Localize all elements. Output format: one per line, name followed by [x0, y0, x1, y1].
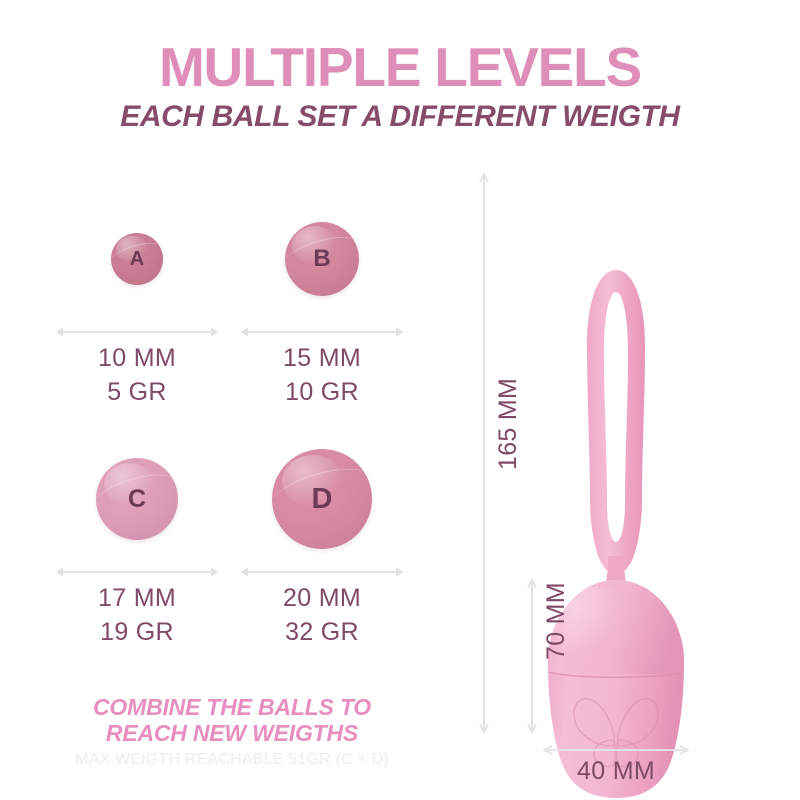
dimension-line — [62, 571, 212, 573]
dimension-arrow-c — [52, 565, 222, 579]
dimension-arrow-b — [237, 325, 407, 339]
ball-size-d: 20 MM — [283, 584, 361, 612]
arrow-left-icon — [56, 327, 63, 337]
height-label-165mm: 165 MM — [494, 377, 522, 470]
ball-weight-d: 32 GR — [285, 618, 359, 646]
ball-sphere-c: C — [87, 458, 187, 540]
product-illustration-area: 165 MM 70 MM 40 MM — [440, 150, 800, 800]
ball-letter-a: A — [129, 248, 145, 270]
ball-item-a: A 10 MM 5 GR — [52, 205, 222, 407]
width-label-40mm: 40 MM — [577, 757, 655, 785]
ball-weight-b: 10 GR — [285, 378, 359, 406]
page-subtitle: EACH BALL SET A DIFFERENT WEIGTH — [120, 100, 680, 133]
arrow-right-icon — [396, 327, 403, 337]
pull-loop-shape — [587, 270, 645, 570]
ball-sphere-a: A — [105, 233, 169, 285]
ball-letter-b: B — [313, 245, 331, 272]
ball-stage-b: B — [237, 205, 407, 313]
arrow-left-icon — [241, 327, 248, 337]
seam-line — [548, 671, 684, 679]
ball-grid: A 10 MM 5 GR B — [52, 205, 412, 647]
ball-sphere-d: D — [261, 449, 383, 549]
ball-weight-c: 19 GR — [100, 618, 174, 646]
ball-item-c: C 17 MM 19 GR — [52, 445, 222, 647]
page-title: MULTIPLE LEVELS — [158, 36, 642, 98]
product-image — [479, 173, 689, 798]
ball-weight-a: 5 GR — [107, 378, 167, 406]
ball-item-d: D 20 MM 32 GR — [237, 445, 407, 647]
ball-stage-c: C — [52, 445, 222, 553]
max-weight-note: MAX.WEIGTH REACHABLE 51GR (C + D) — [75, 751, 389, 768]
combine-note-line-1: COMBINE THE BALLS TO — [93, 694, 371, 720]
combine-note-line-2: REACH NEW WEIGTHS — [105, 720, 359, 746]
ball-sphere-b: B — [277, 222, 367, 296]
ball-letter-c: C — [127, 484, 147, 513]
header-block: MULTIPLE LEVELS EACH BALL SET A DIFFEREN… — [0, 38, 800, 134]
arrow-left-icon — [56, 567, 63, 577]
egg-sheen-icon — [542, 586, 638, 670]
dimension-40mm — [543, 745, 689, 755]
egg-body-shape — [542, 580, 684, 798]
dimension-165mm — [479, 173, 489, 733]
arrow-left-icon — [241, 567, 248, 577]
combine-note: COMBINE THE BALLS TO REACH NEW WEIGTHS M… — [52, 694, 412, 771]
dimension-arrow-a — [52, 325, 222, 339]
ball-letter-d: D — [311, 482, 333, 515]
ball-size-c: 17 MM — [98, 584, 176, 612]
arrow-right-icon — [396, 567, 403, 577]
dimension-70mm — [527, 579, 537, 733]
ball-stage-d: D — [237, 445, 407, 553]
ball-size-a: 10 MM — [98, 344, 176, 372]
dimension-line — [62, 331, 212, 333]
butterfly-logo — [573, 698, 659, 768]
dimension-line — [247, 571, 397, 573]
body-height-label-70mm: 70 MM — [542, 582, 570, 660]
arrow-right-icon — [211, 567, 218, 577]
ball-item-b: B 15 MM 10 GR — [237, 205, 407, 407]
dimension-arrow-d — [237, 565, 407, 579]
arrow-right-icon — [211, 327, 218, 337]
ball-size-b: 15 MM — [283, 344, 361, 372]
ball-stage-a: A — [52, 205, 222, 313]
dimension-line — [247, 331, 397, 333]
